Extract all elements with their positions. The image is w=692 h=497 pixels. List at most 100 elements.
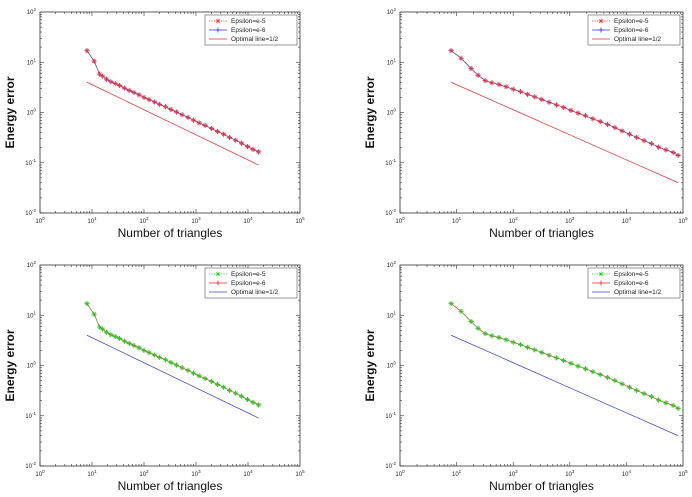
tick-exponent: 4 [628,469,631,474]
tick-exponent: 0 [402,216,405,221]
x-tick-label: 105 [678,216,688,225]
data-point [221,384,227,390]
data-point [503,337,509,343]
data-point [112,81,118,87]
data-point [575,110,581,116]
tick-base: 10 [387,263,394,269]
chart-1: 10010110210310410510-210-1100101102Numbe… [3,7,305,240]
tick-exponent: 0 [33,108,36,113]
tick-base: 10 [27,313,34,319]
legend-label: Epsilon=e-6 [614,280,649,287]
tick-base: 10 [191,472,198,478]
tick-exponent: 2 [33,7,36,12]
x-tick-label: 104 [622,469,632,478]
series-line [86,303,259,406]
data-point [209,126,215,132]
tick-exponent: 2 [146,469,149,474]
data-point [525,344,531,350]
tick-base: 10 [27,10,34,16]
data-point [656,144,662,150]
x-tick-label: 101 [87,216,97,225]
data-point [91,58,97,64]
tick-base: 10 [87,472,94,478]
data-point [605,374,611,380]
tick-base: 10 [243,472,250,478]
y-axis-label: Energy error [3,76,17,148]
data-point [245,144,251,150]
legend-label: Epsilon=e-5 [231,271,266,278]
series-line [450,81,679,184]
x-tick-label: 102 [509,216,519,225]
data-point [503,84,509,90]
y-tick-label: 10-2 [25,208,36,217]
data-point [612,125,618,131]
legend-marker [598,271,604,277]
data-point [458,55,464,61]
data-point [179,365,185,371]
data-point [112,334,118,340]
data-point [583,366,589,372]
tick-base: 10 [622,472,629,478]
data-point [233,390,239,396]
tick-base: 10 [87,219,94,225]
plot-area [39,264,301,467]
data-point [103,329,109,335]
tick-base: 10 [25,161,32,167]
legend-marker [598,27,604,33]
data-point [641,138,647,144]
tick-exponent: 4 [628,216,631,221]
x-tick-label: 104 [243,469,253,478]
data-point [126,340,132,346]
data-point [84,301,90,307]
tick-base: 10 [27,60,34,66]
data-point [121,85,127,91]
legend-label: Optimal line=1/2 [231,36,279,43]
tick-base: 10 [387,111,394,117]
data-point [91,311,97,317]
data-point [163,357,169,363]
data-point [626,131,632,137]
y-tick-label: 102 [27,260,37,269]
tick-exponent: 1 [94,216,97,221]
data-point [97,324,103,330]
data-point [656,397,662,403]
data-point [583,113,589,119]
data-point [510,339,516,345]
tick-exponent: 0 [393,361,396,366]
data-point [634,387,640,393]
data-point [117,82,123,88]
chart-4: 10010110210310410510-210-1100101102Numbe… [363,260,688,493]
tick-base: 10 [385,161,392,167]
tick-base: 10 [243,219,250,225]
data-point [202,123,208,129]
data-point [221,131,227,137]
data-point [141,94,147,100]
tick-exponent: 0 [393,108,396,113]
legend: Epsilon=e-5 Epsilon=e-6 Optimal line=1/2 [587,267,681,299]
data-point [468,319,474,325]
data-point [239,393,245,399]
data-point [136,345,142,351]
tick-base: 10 [387,60,394,66]
data-point [126,87,132,93]
data-point [146,97,152,103]
data-point [626,384,632,390]
tick-base: 10 [35,472,42,478]
y-tick-label: 101 [27,310,37,319]
data-point [215,128,221,134]
tick-base: 10 [678,472,685,478]
y-axis-label: Energy error [363,329,377,401]
data-point [136,92,142,98]
data-point [179,112,185,118]
x-tick-label: 103 [565,469,575,478]
data-point [546,352,552,358]
tick-exponent: -2 [392,208,396,213]
data-point [532,347,538,353]
data-point [173,109,179,115]
data-point [518,89,524,95]
series-line [86,81,259,166]
data-point [84,48,90,54]
x-tick-label: 105 [678,469,688,478]
tick-base: 10 [35,219,42,225]
data-point [597,119,603,125]
